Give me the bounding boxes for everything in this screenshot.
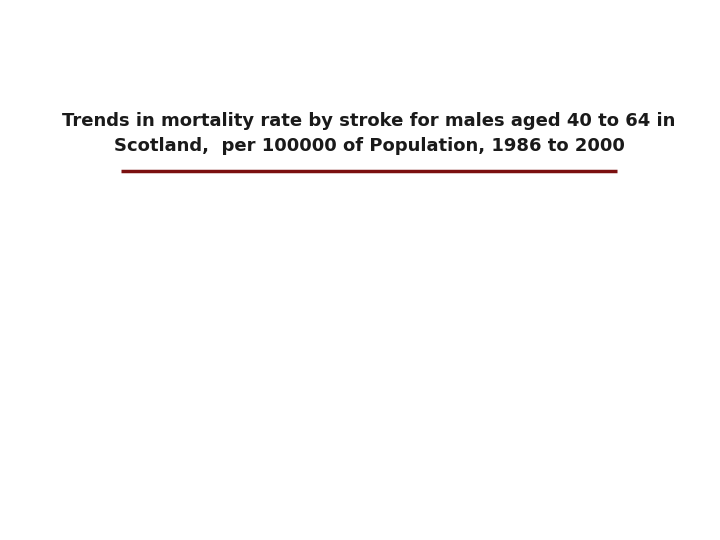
Text: Trends in mortality rate by stroke for males aged 40 to 64 in
Scotland,  per 100: Trends in mortality rate by stroke for m… bbox=[63, 112, 675, 155]
